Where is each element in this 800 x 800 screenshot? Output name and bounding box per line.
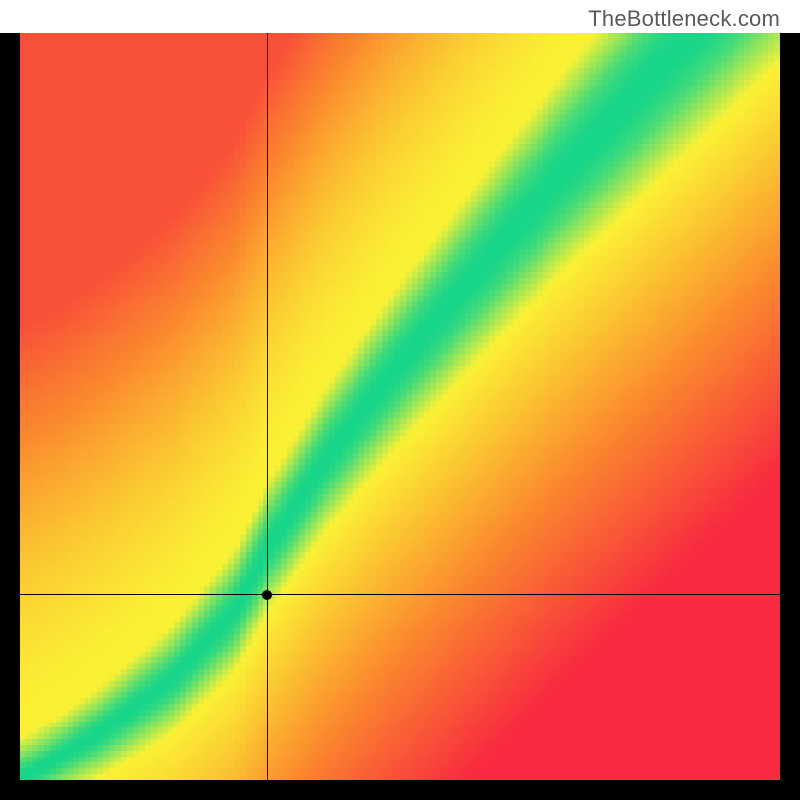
frame-left [0,33,20,780]
watermark-text: TheBottleneck.com [588,6,780,32]
bottleneck-heatmap [20,33,780,780]
crosshair-horizontal [20,594,780,595]
crosshair-dot [262,590,272,600]
frame-right [780,33,800,780]
chart-container: TheBottleneck.com [0,0,800,800]
crosshair-vertical [267,33,268,780]
